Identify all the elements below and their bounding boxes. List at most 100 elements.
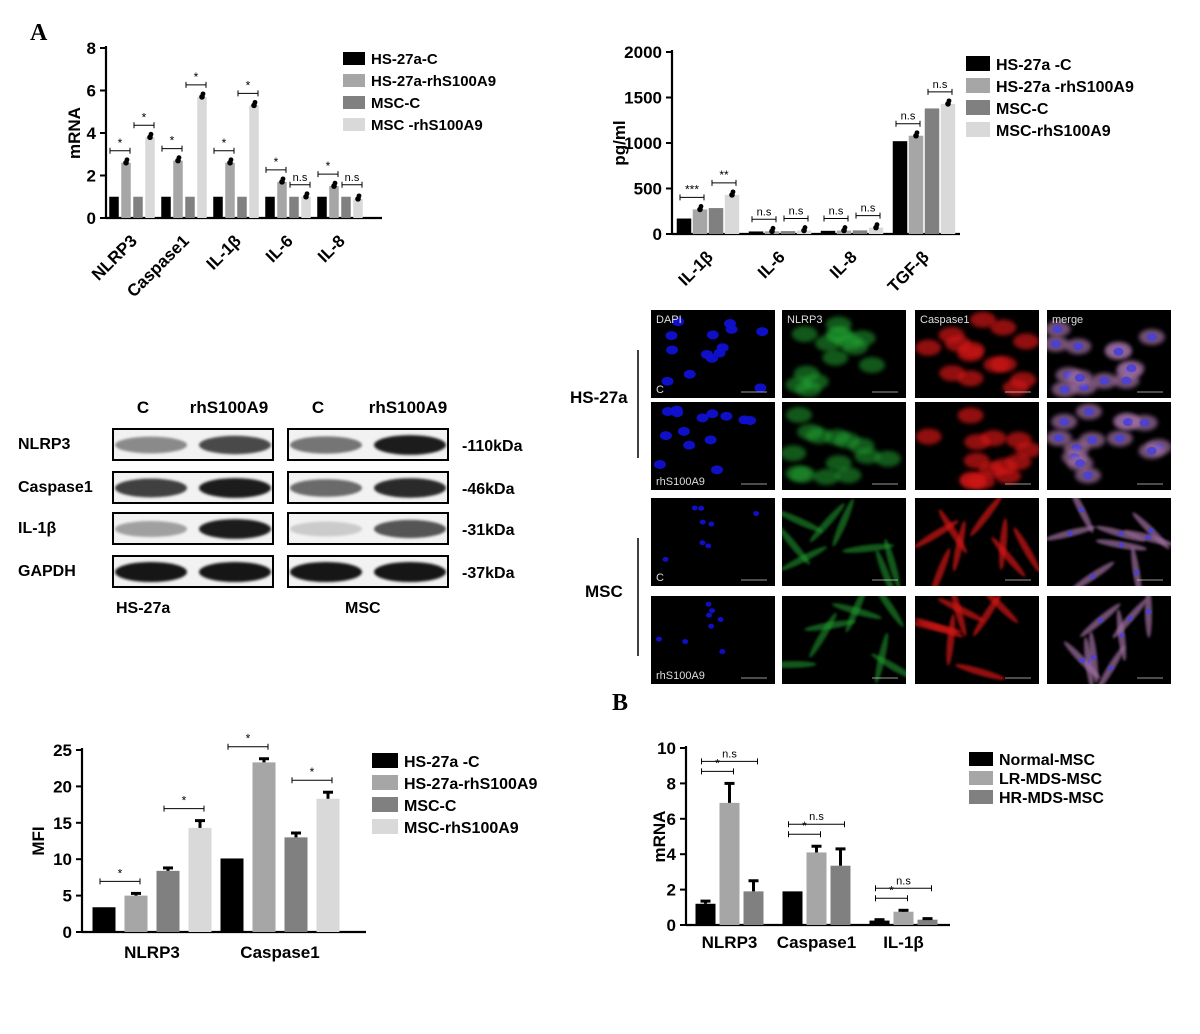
significance-label: n.s [829, 206, 844, 218]
cell-signal [782, 445, 807, 462]
blot-band [199, 519, 271, 539]
nucleus [717, 617, 724, 623]
if-image [1047, 402, 1171, 490]
nucleus [1079, 657, 1086, 663]
bar [782, 891, 803, 925]
nucleus [1118, 542, 1125, 548]
bar [220, 858, 244, 932]
condition-label: C [656, 572, 664, 584]
legend-label: HS-27a-rhS100A9 [404, 776, 538, 793]
nucleus [1118, 632, 1125, 638]
nucleus [700, 349, 713, 359]
cell-signal [999, 518, 1008, 570]
nucleus [1107, 665, 1114, 671]
bar [695, 903, 716, 925]
data-point [228, 157, 234, 163]
legend-label: HS-27a-C [371, 51, 438, 68]
nucleus [1075, 459, 1086, 468]
data-point [200, 91, 206, 97]
if-row-group-label: HS-27a [570, 388, 628, 407]
blot-protein-label: GAPDH [18, 563, 76, 580]
nucleus [1059, 417, 1070, 426]
channel-label: NLRP3 [787, 314, 822, 326]
nucleus [705, 543, 712, 549]
legend-label: MSC-rhS100A9 [996, 123, 1111, 140]
blot-band [374, 435, 446, 455]
condition-label: rhS100A9 [656, 670, 705, 682]
nucleus [1146, 446, 1157, 455]
cell-signal [957, 407, 984, 424]
bar [780, 231, 796, 234]
legend-swatch [966, 100, 990, 115]
if-image [1047, 596, 1171, 684]
cell-signal [825, 316, 852, 333]
nucleus [1089, 573, 1096, 579]
nucleus [1113, 347, 1124, 356]
y-tick-label: 4 [87, 124, 97, 143]
legend-swatch [343, 96, 365, 109]
blot-band [290, 436, 362, 454]
data-point [304, 191, 310, 197]
blot-band [290, 479, 362, 497]
bar [893, 911, 914, 925]
blot-band [374, 562, 446, 582]
data-point [252, 99, 258, 105]
nucleus [1147, 528, 1154, 534]
significance-label: n.s [722, 748, 737, 760]
data-point [770, 225, 776, 231]
y-tick-label: 2 [87, 167, 96, 186]
nucleus [662, 556, 669, 562]
legend-label: HS-27a-rhS100A9 [371, 73, 496, 90]
y-tick-label: 8 [87, 39, 96, 58]
if-image [915, 596, 1039, 684]
nucleus [683, 440, 696, 450]
cell-signal [915, 339, 942, 356]
blot-band [374, 519, 446, 539]
y-axis-label: mRNA [650, 811, 669, 863]
bar [724, 194, 740, 234]
category-label: TGF-β [884, 247, 933, 296]
cell-signal [782, 524, 810, 565]
bar [748, 231, 764, 234]
if-image [1047, 498, 1171, 586]
y-tick-label: 2 [667, 881, 676, 900]
nucleus [708, 521, 715, 527]
y-tick-label: 10 [657, 739, 676, 758]
significance-label: * [222, 136, 227, 150]
data-point [802, 225, 808, 230]
bar [124, 895, 148, 932]
channel-label: Caspase1 [920, 314, 970, 326]
bar [806, 852, 827, 925]
nucleus [738, 415, 751, 425]
nucleus [704, 435, 717, 445]
data-point [280, 176, 286, 182]
bar [121, 162, 131, 218]
significance-label: n.s [809, 811, 824, 823]
cell-signal [782, 510, 824, 533]
significance-label: * [194, 70, 199, 84]
category-label: IL-6 [754, 247, 789, 282]
bar [284, 837, 308, 932]
cell-signal [875, 549, 896, 586]
blot-column-label: C [312, 398, 324, 417]
blot-size-label: -37kDa [462, 565, 515, 582]
bar [719, 802, 740, 925]
bar [892, 141, 908, 234]
y-tick-label: 8 [667, 774, 676, 793]
nucleus [705, 612, 712, 618]
category-label: IL-8 [826, 247, 861, 282]
cell-signal [1010, 371, 1037, 388]
y-tick-label: 1000 [624, 134, 662, 153]
bar [301, 196, 311, 218]
significance-label: * [326, 159, 331, 173]
data-point [356, 193, 362, 199]
legend-label: LR-MDS-MSC [999, 771, 1103, 788]
legend-label: MSC-C [996, 101, 1049, 118]
nucleus [753, 511, 760, 517]
data-point [914, 130, 920, 136]
data-point [176, 155, 182, 161]
category-label: NLRP3 [88, 231, 141, 284]
cell-signal [874, 632, 889, 684]
